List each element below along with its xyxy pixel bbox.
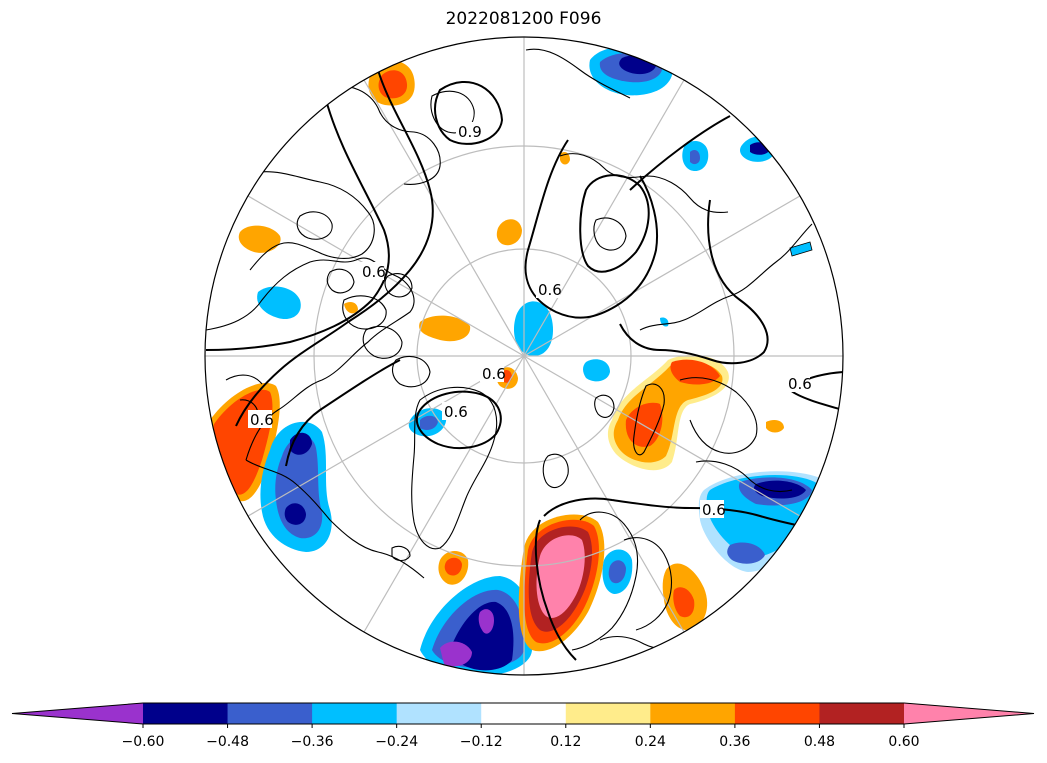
contour-label: 0.6 bbox=[482, 365, 506, 383]
colorbar-segment bbox=[227, 703, 313, 724]
colorbar-segment bbox=[481, 703, 567, 724]
contour-label: 0.6 bbox=[702, 501, 726, 519]
contour-label: 0.6 bbox=[538, 281, 562, 299]
colorbar-segment bbox=[734, 703, 820, 724]
colorbar-tick-label: −0.60 bbox=[122, 734, 165, 750]
colorbar-segment bbox=[312, 703, 398, 724]
shaded-anomalies bbox=[209, 46, 833, 675]
colorbar: −0.60 −0.48 −0.36 −0.24 −0.12 0.12 0.24 0.36 0.4… bbox=[11, 702, 1035, 750]
colorbar-tick-label: 0.12 bbox=[550, 734, 581, 750]
colorbar-segment bbox=[396, 703, 482, 724]
colorbar-tick-label: −0.36 bbox=[291, 734, 334, 750]
contour-label: 0.9 bbox=[458, 123, 482, 141]
contour-labels: 0.9 0.6 0.6 0.6 0.6 0.6 0.6 0.6 bbox=[248, 122, 812, 519]
anomaly-north-atlantic-cold bbox=[420, 576, 533, 675]
colorbar-segment bbox=[143, 703, 229, 724]
map-title: 2022081200 F096 bbox=[445, 9, 602, 29]
colorbar-tick-label: −0.24 bbox=[375, 734, 418, 750]
coastlines bbox=[205, 48, 813, 651]
colorbar-segment bbox=[650, 703, 736, 724]
graticule bbox=[205, 37, 843, 675]
colorbar-segment bbox=[565, 703, 651, 724]
colorbar-tick-label: 0.60 bbox=[888, 734, 919, 750]
map-boundary bbox=[204, 36, 844, 676]
colorbar-extend-low bbox=[12, 703, 143, 724]
colorbar-tick-label: 0.24 bbox=[635, 734, 666, 750]
colorbar-tick-label: −0.48 bbox=[206, 734, 249, 750]
contour-label: 0.6 bbox=[788, 375, 812, 393]
colorbar-tick-label: −0.12 bbox=[460, 734, 503, 750]
colorbar-extend-high bbox=[904, 703, 1034, 724]
colorbar-tick-label: 0.36 bbox=[719, 734, 750, 750]
contour-lines bbox=[205, 69, 843, 661]
colorbar-tick-label: 0.48 bbox=[804, 734, 835, 750]
contour-label: 0.6 bbox=[444, 403, 468, 421]
anomaly-siberia-warm bbox=[607, 354, 784, 471]
anomaly-norwegian-sea-warm bbox=[518, 514, 605, 652]
colorbar-segment bbox=[819, 703, 905, 724]
anomaly-top-right-blue bbox=[589, 46, 673, 96]
anomaly-east-siberia-cold bbox=[698, 471, 833, 572]
contour-label: 0.6 bbox=[362, 263, 386, 281]
contour-label: 0.6 bbox=[250, 411, 274, 429]
